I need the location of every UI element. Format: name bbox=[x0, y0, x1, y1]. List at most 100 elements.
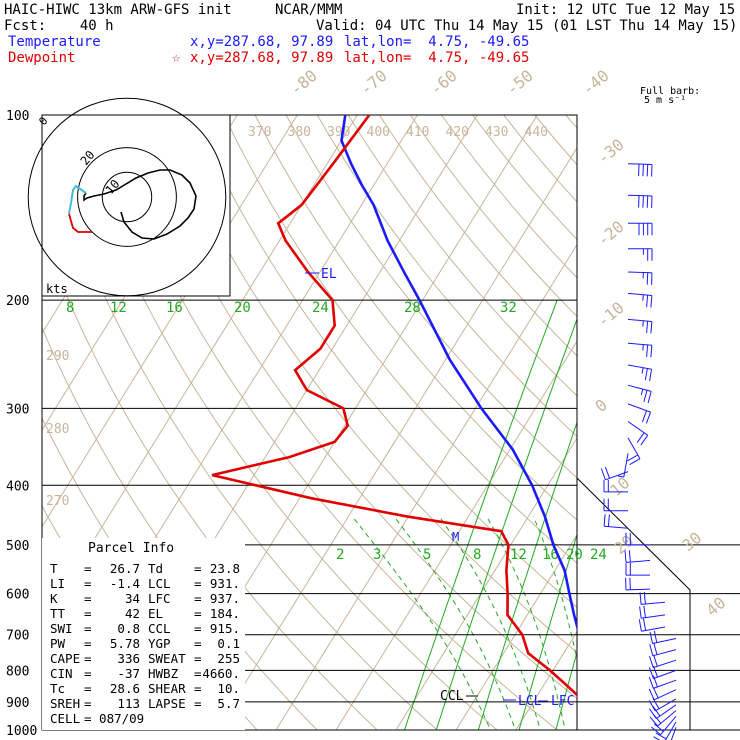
wind-barb bbox=[628, 222, 653, 236]
wind-barb bbox=[651, 715, 677, 736]
parcel-field-value: -1.4 bbox=[110, 576, 140, 591]
theta-label: 400 bbox=[367, 125, 390, 140]
mixing-ratio-label: 2 bbox=[336, 547, 344, 563]
model-title: HAIC-HIWC 13km ARW-GFS init bbox=[4, 2, 232, 18]
isotherm-line bbox=[628, 115, 740, 740]
barb-panel-edge bbox=[576, 477, 691, 730]
theta-side-label: 270 bbox=[46, 494, 69, 509]
star-icon: ☆ bbox=[172, 50, 181, 66]
wind-barb bbox=[627, 384, 652, 404]
parcel-equals: = bbox=[84, 636, 92, 651]
parcel-field-name: Tc bbox=[50, 681, 65, 696]
parcel-equals: = bbox=[84, 696, 92, 711]
dewpoint-label: Dewpoint bbox=[8, 50, 76, 66]
wind-barb bbox=[649, 630, 677, 644]
parcel-field-name: LI bbox=[50, 576, 65, 591]
hodograph-ring bbox=[27, 97, 227, 297]
parcel-field-name: LFC bbox=[148, 591, 171, 606]
isotherm-line bbox=[575, 727, 577, 730]
hodograph-trace-surface bbox=[68, 213, 92, 233]
parcel-equals: = bbox=[194, 636, 202, 651]
wind-barb bbox=[627, 292, 653, 308]
melting-level-marker: M bbox=[452, 530, 459, 544]
wind-barb bbox=[648, 686, 677, 701]
mixing-ratio-line bbox=[648, 300, 740, 740]
mixing-ratio-label: 12 bbox=[510, 547, 527, 563]
parcel-field-value: 34 bbox=[125, 591, 140, 606]
parcel-field-name: LAPSE bbox=[148, 696, 186, 711]
isotherm-label: -20 bbox=[593, 217, 627, 250]
isotherm-label: -40 bbox=[578, 66, 612, 99]
valid-time: Valid: 04 UTC Thu 14 May 15 (01 LST Thu … bbox=[316, 18, 738, 34]
mixing-ratio-line bbox=[635, 300, 740, 740]
wind-barb bbox=[625, 577, 651, 591]
wind-barb bbox=[639, 605, 666, 619]
parcel-info-box bbox=[42, 538, 245, 730]
hodograph-trace bbox=[83, 169, 197, 240]
parcel-field-value: -37 bbox=[117, 666, 140, 681]
dry-adiabat-line bbox=[254, 115, 577, 521]
parcel-field-value: 0.8 bbox=[117, 621, 140, 636]
isotherm-label: -80 bbox=[286, 66, 320, 99]
parcel-field-value: 26.7 bbox=[110, 561, 140, 576]
theta-label: 370 bbox=[248, 125, 271, 140]
parcel-equals: = bbox=[84, 681, 92, 696]
moist-adiabat-line bbox=[532, 516, 577, 662]
parcel-field-name: CAPE bbox=[50, 651, 80, 666]
theta-label: 410 bbox=[406, 125, 429, 140]
parcel-field-name: CELL bbox=[50, 711, 80, 726]
wind-barb bbox=[628, 248, 653, 261]
parcel-equals: = bbox=[84, 606, 92, 621]
moist-adiabat-line bbox=[486, 516, 566, 730]
lcl-marker: LCL bbox=[518, 694, 542, 709]
temperature-latlon: lat,lon= 4.75, -49.65 bbox=[344, 34, 530, 50]
parcel-field-name: TT bbox=[50, 606, 66, 621]
isotherm-line bbox=[688, 115, 740, 740]
forecast-hour: Fcst: 40 h bbox=[4, 18, 114, 34]
parcel-equals: = bbox=[84, 666, 92, 681]
wind-barb bbox=[627, 421, 649, 446]
barb-legend-units: 5 m s⁻¹ bbox=[644, 95, 686, 106]
parcel-field-value: 42 bbox=[125, 606, 140, 621]
parcel-equals: = bbox=[84, 576, 92, 591]
pressure-label: 600 bbox=[6, 588, 29, 603]
temperature-xy: x,y=287.68, 97.89 bbox=[190, 34, 334, 50]
parcel-info-title: Parcel Info bbox=[88, 541, 174, 556]
dry-adiabat-line bbox=[285, 115, 577, 479]
isotherm-line bbox=[335, 340, 577, 730]
moist-adiabat-line bbox=[439, 516, 541, 730]
isotherm-line bbox=[42, 115, 358, 625]
pressure-label: 700 bbox=[6, 629, 29, 644]
mixing-ratio-line bbox=[555, 650, 577, 730]
parcel-equals: = bbox=[84, 651, 92, 666]
theta-label: 390 bbox=[327, 125, 350, 140]
wind-barb bbox=[627, 364, 653, 382]
temperature-label: Temperature bbox=[8, 34, 101, 50]
dry-adiabat-line bbox=[659, 115, 740, 740]
moist-adiabat-line bbox=[352, 516, 491, 730]
isotherm-line bbox=[515, 630, 577, 730]
lfc-marker: LFC bbox=[551, 694, 574, 709]
parcel-field-value: = 087/09 bbox=[84, 711, 144, 726]
dewpoint-latlon: lat,lon= 4.75, -49.65 bbox=[344, 50, 530, 66]
wind-barb bbox=[627, 194, 653, 209]
dry-adiabat-line bbox=[42, 128, 438, 730]
wind-barb bbox=[649, 654, 677, 669]
isotherm-label: 0 bbox=[591, 395, 611, 416]
parcel-field-value: 255 bbox=[217, 651, 240, 666]
parcel-field-value: 28.6 bbox=[110, 681, 140, 696]
mixing-ratio-line bbox=[518, 533, 577, 730]
wind-barb bbox=[600, 466, 629, 481]
parcel-field-value: 5.7 bbox=[217, 696, 240, 711]
wind-barb bbox=[627, 271, 653, 285]
parcel-equals: = bbox=[84, 561, 92, 576]
wind-barb bbox=[627, 318, 653, 334]
parcel-field-name: T bbox=[50, 561, 58, 576]
mixing-ratio-label: 16 bbox=[166, 300, 183, 316]
moist-adiabat-line bbox=[393, 516, 516, 730]
dry-adiabat-line bbox=[472, 115, 577, 241]
isotherm-line bbox=[455, 533, 577, 730]
diagram-frame bbox=[41, 114, 578, 731]
